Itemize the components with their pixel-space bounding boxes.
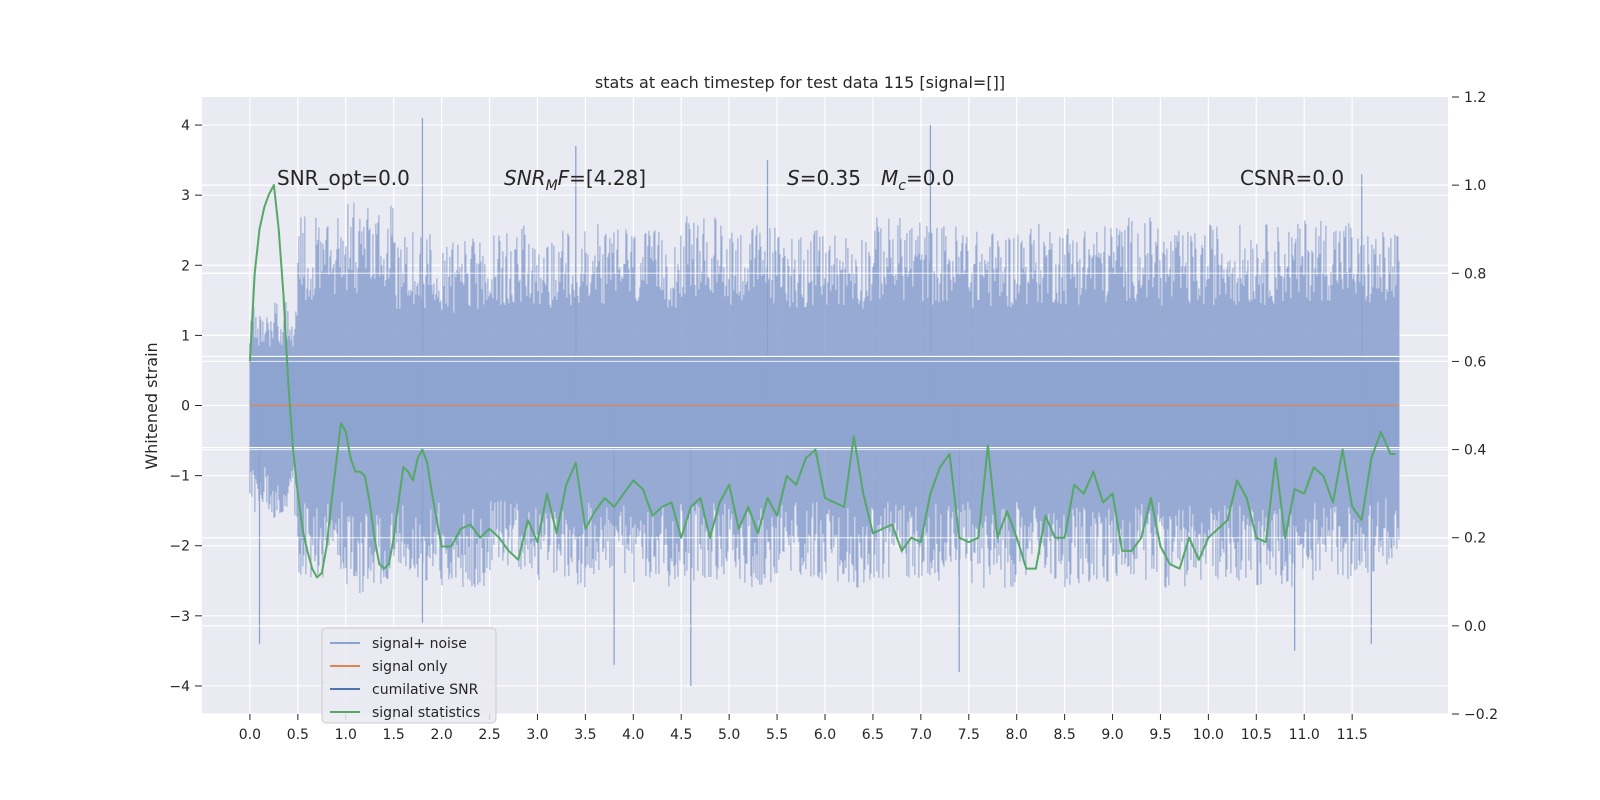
legend-label: cumilative SNR — [372, 682, 479, 698]
x-tick-label: 2.0 — [430, 727, 452, 743]
x-tick-label: 8.5 — [1053, 727, 1075, 743]
y-tick-label: 1 — [181, 328, 190, 344]
y2-tick-label: 0.0 — [1464, 619, 1486, 635]
y-tick-label: −2 — [169, 539, 190, 555]
right-y-axis: −0.2 0.0 0.2 0.4 0.6 0.8 1.0 1.2 — [1452, 90, 1498, 723]
x-tick-label: 4.0 — [622, 727, 644, 743]
x-tick-label: 0.5 — [287, 727, 309, 743]
line-layer — [248, 184, 1400, 579]
y2-tick-label: 0.2 — [1464, 531, 1486, 547]
annotation-mc-value: Mc=0.0 — [881, 166, 955, 194]
left-y-axis: −4 −3 −2 −1 0 1 2 3 4 — [169, 118, 202, 695]
x-tick-label: 2.5 — [478, 727, 500, 743]
noise-core-band — [249, 356, 1400, 448]
x-tick-label: 6.5 — [862, 727, 884, 743]
legend: signal+ noise signal only cumilative SNR si… — [321, 627, 497, 724]
x-tick-label: 10.5 — [1241, 727, 1272, 743]
y-tick-label: 2 — [181, 258, 190, 274]
x-tick-label: 3.0 — [526, 727, 548, 743]
annotation-s-value: S=0.35 — [787, 166, 861, 190]
y-tick-label: −1 — [169, 469, 190, 485]
legend-box — [321, 627, 497, 724]
signal-statistics-line — [248, 184, 1396, 579]
x-tick-label: 3.5 — [574, 727, 596, 743]
y-tick-label: 3 — [181, 188, 190, 204]
y2-tick-label: −0.2 — [1464, 707, 1498, 723]
x-tick-label: 11.0 — [1289, 727, 1320, 743]
x-tick-label: 1.0 — [335, 727, 357, 743]
x-tick-label: 4.5 — [670, 727, 692, 743]
x-tick-label: 5.0 — [718, 727, 740, 743]
x-tick-label: 7.0 — [910, 727, 932, 743]
x-tick-label: 6.0 — [814, 727, 836, 743]
x-tick-label: 1.5 — [383, 727, 405, 743]
y-axis-label: Whitened strain — [142, 342, 161, 469]
legend-entries: signal+ noise signal only cumilative SNR si… — [330, 636, 480, 721]
annotation-snr-mf: SNRMF=[4.28] — [504, 166, 646, 194]
x-tick-label: 0.0 — [239, 727, 261, 743]
y-tick-label: 0 — [181, 399, 190, 415]
y2-tick-label: 0.6 — [1464, 354, 1486, 370]
legend-label: signal only — [372, 659, 447, 675]
signal-plus-noise-series — [202, 118, 1448, 715]
legend-label: signal statistics — [372, 705, 480, 721]
x-tick-label: 9.0 — [1101, 727, 1123, 743]
legend-label: signal+ noise — [372, 636, 467, 652]
annotations: SNR_opt=0.0 SNRMF=[4.28] S=0.35 Mc=0.0 C… — [277, 166, 1344, 194]
annotation-snr-opt: SNR_opt=0.0 — [277, 166, 410, 190]
y-tick-label: −4 — [169, 679, 190, 695]
y2-tick-label: 1.0 — [1464, 178, 1486, 194]
x-tick-label: 9.5 — [1149, 727, 1171, 743]
chart-title: stats at each timestep for test data 115… — [595, 73, 1005, 92]
y-tick-label: −3 — [169, 609, 190, 625]
x-tick-label: 7.5 — [958, 727, 980, 743]
x-tick-label: 5.5 — [766, 727, 788, 743]
x-tick-label: 8.0 — [1006, 727, 1028, 743]
y2-tick-label: 1.2 — [1464, 90, 1486, 106]
annotation-csnr: CSNR=0.0 — [1240, 166, 1344, 190]
y-tick-label: 4 — [181, 118, 190, 134]
x-tick-label: 11.5 — [1337, 727, 1368, 743]
y2-tick-label: 0.8 — [1464, 266, 1486, 282]
y2-tick-label: 0.4 — [1464, 443, 1486, 459]
x-tick-label: 10.0 — [1193, 727, 1224, 743]
x-axis: 0.0 0.5 1.0 1.5 2.0 2.5 3.0 3.5 4.0 4.5 5.0 5.5 6.0 6… — [239, 714, 1368, 743]
